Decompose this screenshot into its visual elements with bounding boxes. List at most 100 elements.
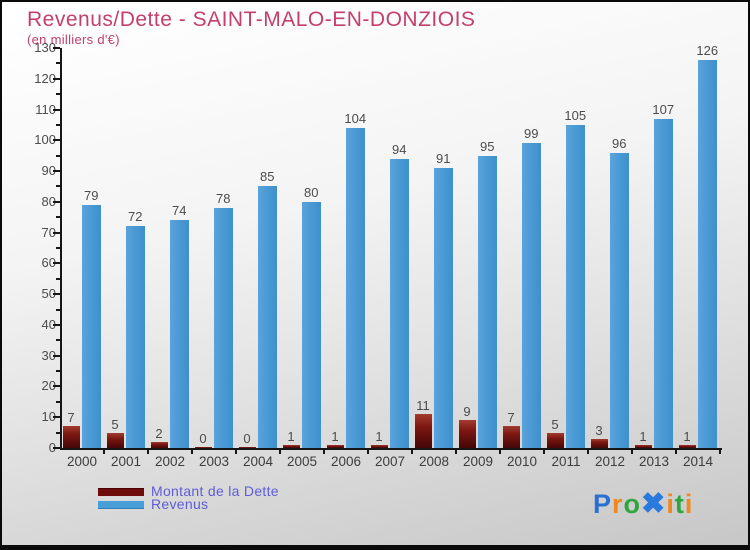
bar-value-dette-2005: 1 <box>287 428 295 444</box>
bar-value-revenus-2005: 80 <box>304 184 319 200</box>
y-axis-major-tick <box>53 108 60 111</box>
x-axis-year-label: 2011 <box>551 454 581 469</box>
x-axis-tick <box>631 450 633 454</box>
y-axis-minor-tick <box>56 62 60 65</box>
y-axis-major-tick <box>53 262 60 265</box>
logo-letter: o <box>623 489 642 519</box>
x-axis-year-label: 2004 <box>242 454 274 469</box>
bar-value-revenus-2002: 74 <box>172 203 187 219</box>
bar-dette-2006 <box>326 444 344 448</box>
x-axis-year-label: 2005 <box>286 454 318 469</box>
x-axis-tick <box>367 450 369 454</box>
x-axis-year-label: 2007 <box>374 454 406 469</box>
y-axis-major-tick <box>53 139 60 142</box>
bar-revenus-2009 <box>477 155 497 448</box>
bar-dette-2012 <box>590 438 608 448</box>
bar-dette-2010 <box>502 426 520 448</box>
y-axis-major-tick <box>53 416 60 419</box>
bar-value-dette-2004: 0 <box>243 430 251 446</box>
bar-value-dette-2009: 9 <box>463 404 471 420</box>
bar-value-revenus-2003: 78 <box>216 191 231 206</box>
x-axis-year-label: 2010 <box>506 454 538 469</box>
bar-dette-2000 <box>62 426 80 448</box>
bar-value-revenus-2011: 105 <box>564 107 587 123</box>
y-axis-minor-tick <box>56 339 60 342</box>
x-axis-tick <box>543 450 545 454</box>
bar-value-dette-2014: 1 <box>683 428 691 444</box>
y-axis-label: 110 <box>35 101 56 117</box>
y-axis-major-tick <box>53 77 60 80</box>
y-axis-major-tick <box>53 47 60 49</box>
bar-value-revenus-2008: 91 <box>436 151 451 166</box>
x-axis-year-label: 2003 <box>198 454 230 469</box>
logo-letter: t <box>674 489 685 519</box>
bar-value-revenus-2012: 96 <box>612 135 627 151</box>
y-axis-minor-tick <box>56 185 60 188</box>
y-axis-label: 130 <box>34 40 56 55</box>
y-axis-minor-tick <box>56 370 60 373</box>
x-axis-tick <box>499 450 501 454</box>
bar-value-dette-2002: 2 <box>155 425 163 441</box>
bar-revenus-2004 <box>257 186 277 448</box>
logo-letter: r <box>612 489 624 519</box>
bar-value-revenus-2010: 99 <box>524 126 539 142</box>
bar-value-revenus-2000: 79 <box>84 187 99 203</box>
chart-title: Revenus/Dette - SAINT-MALO-EN-DONZIOIS <box>27 8 476 31</box>
bar-value-revenus-2013: 107 <box>652 101 675 117</box>
chart-subtitle: (en milliers d'€) <box>27 32 120 47</box>
bar-revenus-2010 <box>521 143 541 448</box>
y-axis-minor-tick <box>56 93 60 96</box>
x-axis-tick <box>191 450 193 454</box>
legend-swatch-revenus <box>98 501 144 509</box>
x-axis-tick <box>147 450 149 454</box>
y-axis-minor-tick <box>56 431 60 434</box>
x-axis-year-label: 2012 <box>594 454 626 469</box>
x-axis-year-label: 2001 <box>110 454 142 469</box>
bar-dette-2007 <box>370 444 388 448</box>
x-axis-year-label: 2009 <box>462 454 494 469</box>
x-axis-tick <box>103 450 105 454</box>
x-axis-year-label: 2000 <box>66 454 98 469</box>
x-axis-tick <box>323 450 325 454</box>
y-axis-label: 70 <box>41 224 56 240</box>
bar-dette-2004 <box>238 446 256 448</box>
logo-letter: ✖ <box>641 488 667 520</box>
x-axis-year-label: 2006 <box>330 454 362 469</box>
bar-revenus-2012 <box>609 152 629 448</box>
y-axis-minor-tick <box>56 247 60 249</box>
y-axis-minor-tick <box>56 400 60 403</box>
bar-value-dette-2007: 1 <box>375 428 383 444</box>
bar-revenus-2013 <box>653 118 673 448</box>
bar-dette-2005 <box>282 444 300 448</box>
bar-value-dette-2003: 0 <box>199 430 207 446</box>
bar-dette-2003 <box>194 446 212 448</box>
x-axis-year-label: 2008 <box>418 454 450 469</box>
bar-value-revenus-2006: 104 <box>344 111 367 126</box>
y-axis-label: 10 <box>41 409 56 425</box>
x-axis-tick <box>719 450 721 454</box>
bar-value-dette-2001: 5 <box>111 416 119 432</box>
bar-value-revenus-2007: 94 <box>392 141 407 157</box>
bar-revenus-2005 <box>301 201 321 448</box>
plot-area: 0102030405060708090100110120130779200057… <box>34 41 722 469</box>
bar-value-dette-2006: 1 <box>331 428 339 444</box>
y-axis-major-tick <box>53 447 60 449</box>
x-axis-tick <box>411 450 413 454</box>
y-axis-label: 30 <box>41 347 56 363</box>
bar-dette-2008 <box>414 414 432 448</box>
y-axis-label: 20 <box>41 378 56 394</box>
x-axis-tick <box>455 450 457 454</box>
y-axis-major-tick <box>53 385 60 388</box>
y-axis-label: 100 <box>34 132 56 148</box>
x-axis-year-label: 2014 <box>682 454 714 469</box>
bar-revenus-2002 <box>169 220 189 448</box>
bar-value-revenus-2009: 95 <box>480 138 495 154</box>
legend-swatch-dette <box>98 488 144 496</box>
bar-dette-2011 <box>546 432 564 448</box>
x-axis-tick <box>675 450 677 454</box>
logo-letter: i <box>684 489 694 519</box>
y-axis-label: 120 <box>34 70 56 86</box>
bar-revenus-2000 <box>81 204 101 448</box>
bar-value-revenus-2001: 72 <box>128 209 143 225</box>
